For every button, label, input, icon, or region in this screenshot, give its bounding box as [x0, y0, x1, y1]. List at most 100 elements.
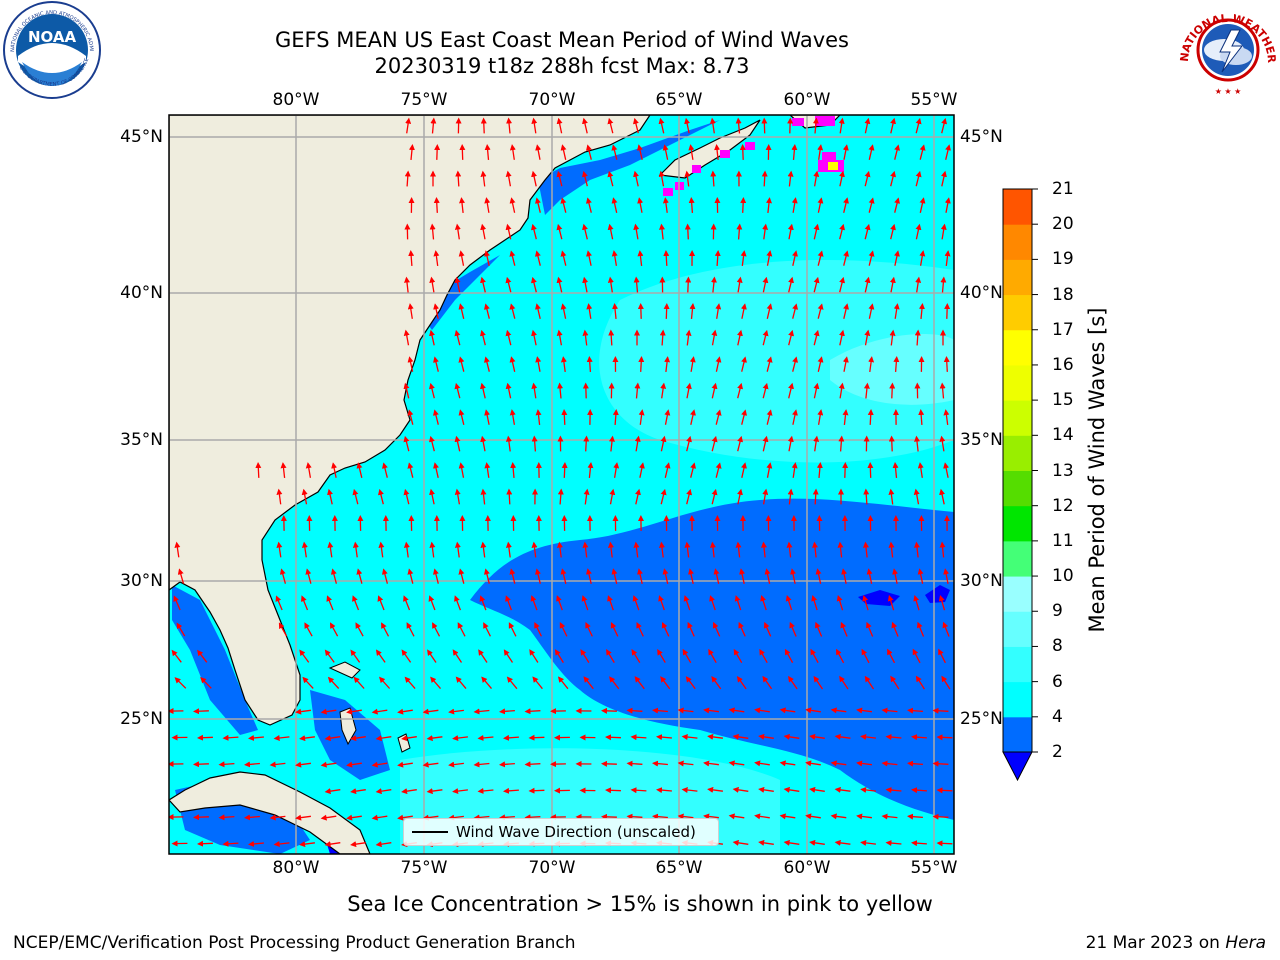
wind-wave-arrow [505, 595, 513, 611]
wind-wave-arrow [885, 787, 902, 794]
wind-wave-arrow [350, 649, 361, 663]
wind-wave-arrow [809, 839, 825, 846]
wind-wave-arrow [484, 197, 491, 213]
wind-wave-arrow [586, 356, 593, 372]
wind-wave-arrow [754, 707, 770, 714]
wind-wave-arrow [634, 382, 641, 399]
wind-wave-arrow [528, 787, 545, 794]
wind-wave-arrow [197, 649, 208, 663]
wind-wave-arrow [422, 708, 439, 715]
wind-wave-arrow [815, 568, 822, 584]
wind-wave-arrow [405, 117, 412, 134]
wind-wave-arrow [483, 622, 491, 637]
wind-wave-arrow [907, 760, 923, 767]
wind-wave-arrow [890, 675, 900, 690]
period-zone-2-4 [538, 120, 720, 215]
wind-wave-arrow [324, 841, 341, 848]
wind-wave-arrow [738, 621, 746, 637]
wind-wave-arrow [839, 329, 845, 346]
wind-wave-arrow [295, 708, 311, 715]
wind-wave-arrow [686, 488, 693, 505]
lon-label-bottom: 60°W [783, 858, 831, 878]
wind-wave-arrow [378, 676, 391, 689]
wind-wave-arrow [480, 382, 486, 399]
wind-wave-arrow [914, 435, 920, 452]
wind-wave-arrow [728, 707, 745, 714]
wind-wave-arrow [762, 276, 769, 293]
wind-wave-arrow [448, 761, 464, 768]
wind-wave-arrow [630, 787, 647, 794]
wind-wave-arrow [484, 409, 491, 425]
wind-wave-arrow [709, 117, 716, 134]
wind-wave-arrow [736, 675, 747, 690]
wind-wave-arrow [779, 813, 796, 820]
wind-wave-arrow [403, 329, 410, 346]
wind-wave-arrow [685, 276, 692, 293]
wind-wave-arrow [864, 223, 871, 240]
wind-wave-arrow [740, 250, 747, 266]
wind-wave-arrow [830, 707, 847, 714]
wind-wave-arrow [301, 488, 308, 505]
wind-wave-arrow [583, 488, 590, 505]
wind-wave-arrow [918, 303, 925, 319]
wind-wave-arrow [660, 676, 671, 690]
wind-wave-arrow [499, 761, 515, 768]
sea-ice-note: Sea Ice Concentration > 15% is shown in … [347, 892, 933, 916]
wind-wave-arrow [810, 648, 819, 664]
wind-wave-arrow [868, 144, 875, 160]
wind-wave-arrow [760, 594, 767, 611]
wind-wave-arrow [434, 144, 441, 160]
wind-wave-arrow [403, 382, 410, 399]
wind-wave-arrow [941, 675, 951, 690]
wind-wave-arrow [505, 329, 512, 346]
wind-wave-arrow [458, 568, 465, 584]
wind-wave-arrow [711, 382, 718, 399]
wind-wave-arrow [779, 707, 796, 714]
wind-wave-arrow [458, 409, 465, 425]
wind-wave-arrow [687, 621, 695, 637]
wind-wave-arrow [404, 170, 411, 187]
lon-label-top: 65°W [655, 90, 703, 110]
wind-wave-arrow [754, 760, 770, 767]
wind-wave-arrow [715, 409, 722, 425]
wind-wave-arrow [535, 303, 541, 319]
wind-wave-arrow [355, 622, 364, 637]
colorbar-tick-label: 11 [1052, 530, 1074, 551]
wind-wave-arrow [269, 761, 286, 768]
wind-wave-arrow [560, 197, 567, 213]
wind-wave-arrow [557, 676, 569, 690]
wind-wave-arrow [401, 649, 412, 663]
wind-wave-arrow [556, 329, 563, 346]
wind-wave-arrow [862, 594, 869, 611]
wind-wave-arrow [327, 541, 334, 558]
wind-wave-arrow [943, 462, 950, 478]
wind-wave-arrow [560, 356, 567, 372]
wind-wave-arrow [626, 707, 643, 714]
wind-wave-arrow [658, 541, 665, 558]
wind-wave-arrow [506, 117, 513, 134]
wind-wave-arrow [662, 144, 669, 160]
lat-label-left: 35°N [120, 430, 163, 450]
wind-wave-arrow [917, 568, 924, 584]
wind-wave-arrow [531, 541, 538, 558]
lat-label-left: 40°N [120, 283, 163, 303]
wind-wave-arrow [197, 734, 213, 741]
wind-wave-arrow [611, 197, 618, 213]
wind-wave-arrow [881, 760, 898, 767]
wind-wave-arrow [914, 541, 920, 558]
wind-wave-arrow [176, 622, 186, 637]
lon-label-top: 55°W [910, 90, 958, 110]
wind-wave-arrow [454, 223, 461, 240]
wind-wave-arrow [586, 303, 593, 319]
wind-wave-arrow [458, 356, 465, 372]
wind-wave-arrow [943, 409, 950, 425]
wind-wave-arrow [893, 356, 900, 372]
wind-wave-arrow [477, 734, 494, 741]
wind-wave-arrow [792, 250, 798, 266]
wind-wave-arrow [583, 435, 590, 452]
footer-date: 21 Mar 2023 on Hera [1086, 933, 1266, 953]
lon-label-top: 75°W [400, 90, 448, 110]
wind-wave-arrow [458, 303, 465, 319]
wind-wave-arrow [664, 356, 671, 372]
